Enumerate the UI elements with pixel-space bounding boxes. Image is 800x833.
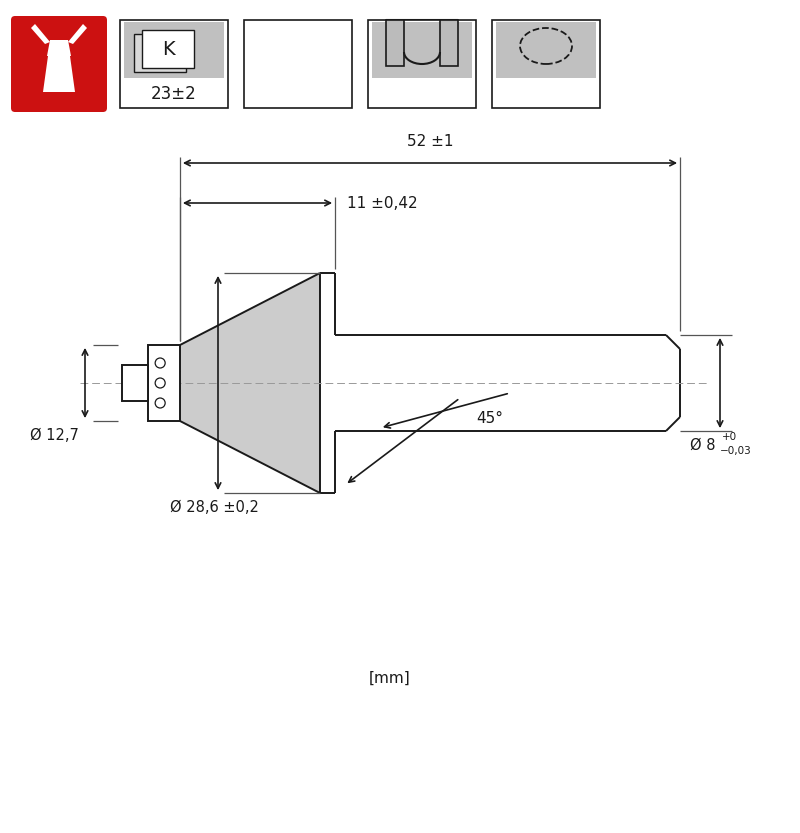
Text: HW: HW: [407, 85, 437, 103]
FancyBboxPatch shape: [11, 16, 107, 112]
Text: e 0,1: e 0,1: [525, 85, 567, 103]
Text: 52 ±1: 52 ±1: [406, 133, 454, 148]
Text: 11 ±0,42: 11 ±0,42: [347, 196, 418, 211]
Bar: [496, 22, 596, 78]
Polygon shape: [335, 335, 680, 431]
Bar: [386, 20, 404, 66]
Polygon shape: [320, 431, 335, 493]
Text: K: K: [162, 39, 174, 58]
Circle shape: [155, 398, 165, 408]
Bar: [148, 345, 180, 421]
Bar: [124, 22, 224, 78]
Bar: [492, 20, 600, 108]
Polygon shape: [320, 273, 335, 335]
Bar: [120, 20, 228, 108]
Text: 27500: 27500: [272, 85, 324, 103]
Circle shape: [155, 378, 165, 388]
Bar: [134, 34, 186, 72]
Polygon shape: [31, 24, 50, 44]
Polygon shape: [68, 24, 87, 44]
Text: +0: +0: [722, 432, 737, 442]
Bar: [372, 22, 472, 78]
Text: −0,03: −0,03: [720, 446, 752, 456]
Polygon shape: [180, 383, 320, 493]
Bar: [142, 30, 194, 68]
Bar: [440, 20, 458, 66]
Bar: [244, 20, 352, 108]
Text: 23±2: 23±2: [151, 85, 197, 103]
Circle shape: [155, 358, 165, 368]
Bar: [368, 20, 476, 108]
Polygon shape: [47, 40, 71, 56]
Text: [mm]: [mm]: [369, 671, 411, 686]
Text: Ø 12,7: Ø 12,7: [30, 427, 79, 442]
Text: Ø 28,6 ±0,2: Ø 28,6 ±0,2: [170, 500, 259, 515]
Text: 45°: 45°: [477, 411, 503, 426]
Polygon shape: [43, 56, 75, 92]
Polygon shape: [180, 273, 320, 383]
Text: n max: n max: [278, 63, 318, 77]
Text: Ø 8: Ø 8: [690, 437, 715, 452]
Bar: [122, 365, 148, 401]
